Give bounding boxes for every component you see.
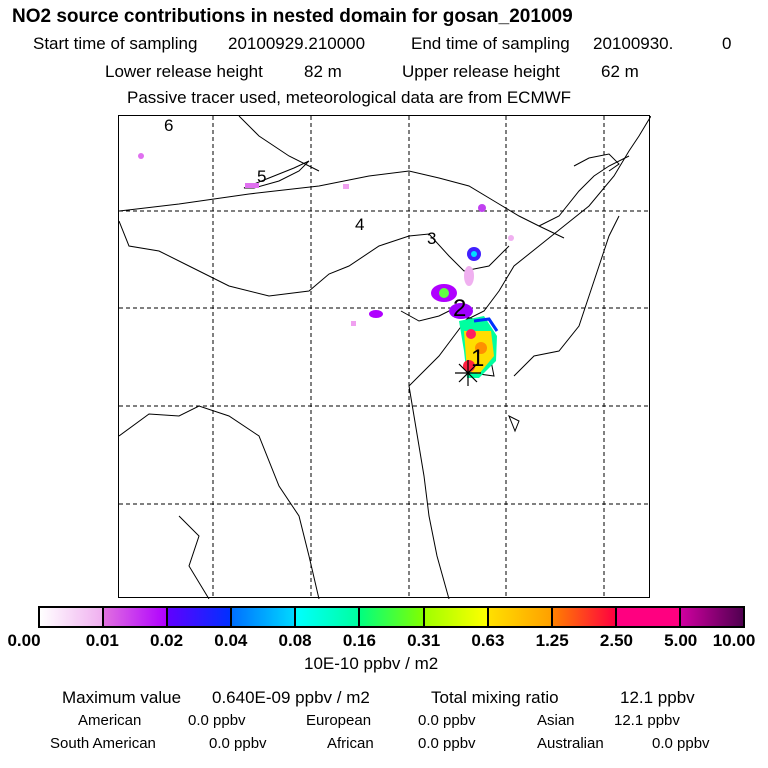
region-value: 0.0 ppbv (209, 735, 267, 752)
concentration-plume (138, 153, 514, 378)
map-panel: 6 5 4 3 2 1 (118, 115, 652, 600)
region-value: 0.0 ppbv (418, 712, 476, 729)
upper-label: Upper release height (402, 62, 560, 81)
region-value: 0.0 ppbv (652, 735, 710, 752)
region-name: African (327, 735, 374, 752)
start-value: 20100929.210000 (228, 34, 366, 53)
total-label: Total mixing ratio (431, 688, 559, 707)
start-label: Start time of sampling (33, 34, 198, 53)
colorbar-tick-label: 0.04 (214, 631, 248, 650)
label-1: 1 (471, 345, 484, 372)
grid-lines (119, 116, 651, 599)
region-name: American (78, 712, 142, 729)
region-name: Asian (537, 712, 575, 729)
end-label: End time of sampling (411, 34, 570, 53)
colorbar-tick-label: 10.00 (712, 631, 756, 650)
source-labels: 6 5 4 3 2 1 (164, 116, 484, 372)
colorbar-segment (424, 608, 489, 626)
region-value: 0.0 ppbv (418, 735, 476, 752)
label-6: 6 (164, 116, 173, 135)
region-name: European (306, 712, 372, 729)
colorbar-segment (104, 608, 169, 626)
plot-title: NO2 source contributions in nested domai… (12, 6, 573, 27)
colorbar-segment (488, 608, 553, 626)
region-name: South American (50, 735, 156, 752)
end-value: 20100930. (593, 34, 674, 53)
coastlines (118, 115, 652, 600)
lower-value: 82 m (304, 62, 342, 81)
label-3: 3 (427, 229, 436, 248)
upper-value: 62 m (601, 62, 639, 81)
max-label: Maximum value (62, 688, 182, 707)
map-svg: 6 5 4 3 2 1 (118, 115, 652, 600)
colorbar-tick-label: 0.16 (342, 631, 376, 650)
tracer-note: Passive tracer used, meteorological data… (127, 88, 572, 107)
label-2: 2 (453, 295, 466, 322)
colorbar-segment (616, 608, 681, 626)
colorbar-segment (360, 608, 425, 626)
colorbar-unit: 10E-10 ppbv / m2 (304, 654, 439, 673)
region-name: Australian (537, 735, 604, 752)
colorbar-tick-label: 0.00 (7, 631, 41, 650)
asterisk-star-icon (455, 360, 481, 386)
colorbar-tick-label: 1.25 (535, 631, 569, 650)
colorbar (38, 606, 745, 628)
colorbar-segment (232, 608, 297, 626)
colorbar-tick-label: 0.08 (278, 631, 312, 650)
colorbar-segment (552, 608, 617, 626)
colorbar-tick-label: 2.50 (599, 631, 633, 650)
colorbar-segment (680, 608, 744, 626)
colorbar-segment (296, 608, 361, 626)
end-value-hour: 0 (722, 34, 732, 53)
region-value: 0.0 ppbv (188, 712, 246, 729)
colorbar-tick-label: 5.00 (664, 631, 698, 650)
max-value: 0.640E-09 ppbv / m2 (212, 688, 370, 707)
colorbar-tick-label: 0.01 (85, 631, 119, 650)
colorbar-segment (168, 608, 233, 626)
region-value: 12.1 ppbv (614, 712, 680, 729)
label-4: 4 (355, 215, 364, 234)
colorbar-segment (40, 608, 105, 626)
lower-label: Lower release height (105, 62, 263, 81)
colorbar-tick-label: 0.02 (149, 631, 184, 650)
total-value: 12.1 ppbv (620, 688, 695, 707)
label-5: 5 (257, 167, 266, 186)
colorbar-tick-label: 0.63 (471, 631, 505, 650)
colorbar-tick-label: 0.31 (407, 631, 441, 650)
